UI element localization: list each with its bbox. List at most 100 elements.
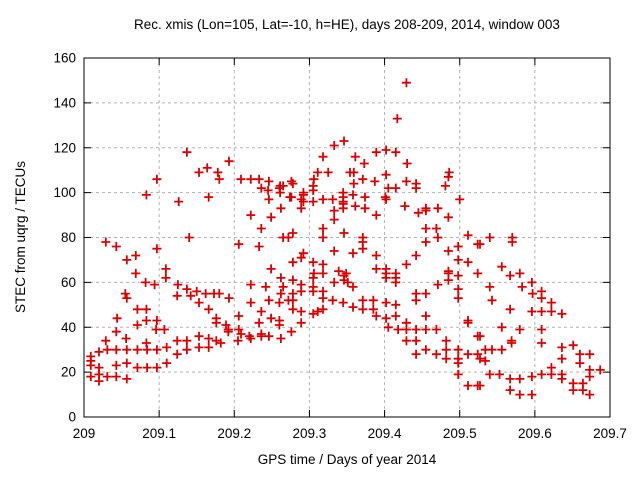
- data-point: [151, 325, 161, 334]
- data-point: [121, 334, 131, 343]
- data-point: [343, 277, 353, 287]
- data-point: [585, 349, 595, 359]
- data-point: [102, 345, 112, 355]
- data-point: [112, 313, 122, 323]
- data-point: [329, 277, 339, 287]
- data-point: [283, 233, 293, 242]
- data-point: [318, 304, 328, 314]
- data-point: [264, 194, 274, 204]
- data-point: [441, 336, 451, 346]
- data-point: [152, 174, 162, 184]
- scatter-points: [86, 78, 605, 400]
- data-point: [172, 349, 182, 359]
- data-point: [411, 295, 421, 305]
- data-point: [236, 329, 246, 339]
- data-point: [288, 257, 298, 267]
- data-point: [348, 190, 358, 200]
- data-point: [186, 291, 196, 301]
- data-point: [455, 194, 465, 204]
- data-point: [350, 152, 360, 162]
- data-point: [338, 188, 348, 198]
- data-point: [485, 233, 495, 242]
- data-point: [162, 358, 172, 368]
- data-point: [296, 203, 306, 213]
- x-tick-label: 209.7: [593, 426, 627, 441]
- data-point: [537, 325, 547, 334]
- data-point: [527, 390, 537, 400]
- data-point: [348, 302, 358, 312]
- data-point: [401, 325, 411, 334]
- data-point: [318, 194, 328, 204]
- data-point: [443, 275, 453, 285]
- data-point: [94, 347, 104, 357]
- data-point: [141, 277, 151, 287]
- data-point: [296, 318, 306, 328]
- data-point: [224, 293, 234, 303]
- data-point: [296, 286, 306, 296]
- data-point: [528, 289, 538, 299]
- data-point: [111, 242, 121, 251]
- data-point: [261, 282, 271, 292]
- x-tick-label: 209.1: [142, 426, 176, 441]
- data-point: [111, 345, 121, 355]
- data-point: [111, 360, 121, 370]
- data-point: [328, 295, 338, 305]
- data-point: [358, 174, 368, 184]
- data-point: [487, 295, 497, 305]
- data-point: [246, 210, 256, 220]
- data-point: [142, 363, 152, 373]
- x-tick-label: 209.6: [518, 426, 552, 441]
- x-tick-label: 209.3: [293, 426, 327, 441]
- data-point: [401, 78, 411, 88]
- data-point: [358, 304, 368, 314]
- data-point: [182, 345, 192, 355]
- data-point: [288, 304, 298, 314]
- data-point: [264, 176, 274, 186]
- data-point: [122, 345, 132, 355]
- data-point: [318, 268, 328, 278]
- data-point: [274, 298, 284, 308]
- data-point: [368, 295, 378, 305]
- data-point: [443, 172, 453, 182]
- y-axis-label: STEC from uqrg / TECUs: [13, 161, 28, 313]
- data-point: [182, 147, 192, 157]
- data-point: [120, 289, 130, 299]
- data-point: [162, 342, 172, 352]
- y-tick-label: 160: [53, 51, 76, 66]
- plot-border: [83, 57, 611, 418]
- data-point: [391, 183, 401, 193]
- data-point: [102, 372, 112, 382]
- data-point: [122, 358, 132, 368]
- data-point: [111, 372, 121, 382]
- data-point: [443, 246, 453, 256]
- data-point: [236, 174, 246, 184]
- data-point: [392, 114, 402, 124]
- data-point: [568, 340, 578, 350]
- data-point: [296, 194, 306, 204]
- data-point: [246, 298, 256, 308]
- data-point: [360, 192, 370, 202]
- data-point: [411, 325, 421, 334]
- tick-labels: 209 209.1 209.2 209.3 209.4 209.5 209.6 209.7 0 2…: [53, 51, 626, 442]
- data-point: [568, 385, 578, 395]
- data-point: [480, 356, 490, 366]
- data-point: [288, 295, 298, 305]
- data-point: [152, 345, 162, 355]
- data-point: [453, 271, 463, 281]
- data-point: [391, 300, 401, 310]
- data-point: [184, 233, 194, 242]
- data-point: [453, 242, 463, 251]
- data-point: [443, 212, 453, 222]
- data-point: [182, 336, 192, 346]
- data-point: [368, 304, 378, 314]
- data-point: [204, 334, 214, 343]
- data-point: [381, 194, 391, 204]
- data-point: [371, 251, 381, 260]
- data-point: [256, 183, 266, 193]
- data-point: [527, 307, 537, 316]
- data-point: [192, 286, 202, 296]
- data-point: [214, 174, 224, 184]
- data-point: [497, 345, 507, 355]
- data-point: [421, 345, 431, 355]
